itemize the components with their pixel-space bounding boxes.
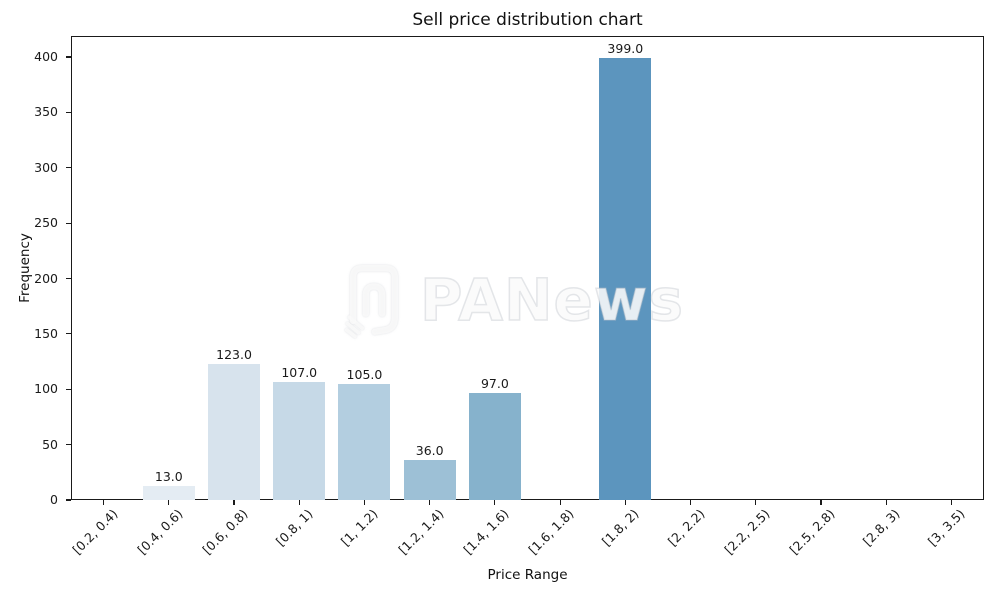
x-tick-mark	[624, 500, 626, 505]
bar-[0.8, 1)	[273, 381, 326, 500]
bar-[1.2, 1.4)	[403, 460, 456, 500]
y-tick-mark	[66, 333, 71, 335]
bar-[0.4, 0.6)	[142, 485, 195, 500]
x-axis-label: Price Range	[487, 567, 568, 583]
x-tick-mark	[233, 500, 235, 505]
bar-value-label: 13.0	[154, 468, 183, 484]
x-tick-mark	[429, 500, 431, 505]
bar-value-label: 107.0	[281, 364, 318, 380]
y-tick-label: 400	[34, 49, 58, 65]
x-tick-mark	[103, 500, 105, 505]
x-tick-mark	[168, 500, 170, 505]
y-tick-mark	[66, 222, 71, 224]
bar-value-label: 399.0	[607, 41, 644, 57]
y-tick-label: 200	[34, 270, 58, 286]
y-axis-label: Frequency	[17, 233, 33, 303]
y-tick-label: 150	[34, 325, 58, 341]
x-tick-mark	[559, 500, 561, 505]
x-tick-mark	[820, 500, 822, 505]
x-tick-mark	[689, 500, 692, 505]
y-tick-label: 0	[50, 492, 58, 507]
x-tick-mark	[755, 500, 757, 505]
y-tick-mark	[66, 499, 71, 501]
chart-title: Sell price distribution chart	[412, 10, 643, 30]
y-tick-label: 300	[34, 159, 58, 175]
x-tick-mark	[885, 500, 887, 505]
y-tick-mark	[66, 444, 71, 446]
bar-value-label: 36.0	[415, 443, 444, 459]
bar-value-label: 123.0	[216, 346, 252, 362]
y-tick-label: 350	[34, 104, 58, 120]
bar-[0.6, 0.8)	[208, 363, 261, 500]
y-tick-mark	[66, 56, 71, 58]
bar-[1.4, 1.6)	[468, 392, 521, 500]
y-tick-label: 50	[42, 436, 58, 452]
x-tick-mark	[298, 500, 300, 505]
bar-value-label: 105.0	[346, 366, 383, 382]
x-tick-mark	[950, 500, 952, 505]
y-tick-label: 250	[34, 215, 58, 231]
y-tick-mark	[66, 167, 71, 169]
bar-[1.8, 2)	[599, 58, 652, 500]
y-tick-mark	[66, 388, 71, 390]
y-tick-label: 100	[34, 381, 58, 397]
x-tick-mark	[363, 500, 366, 505]
bar-value-label: 97.0	[480, 375, 509, 391]
y-tick-mark	[66, 111, 71, 113]
y-tick-mark	[66, 277, 71, 280]
x-tick-mark	[494, 500, 496, 505]
bar-[1, 1.2)	[338, 383, 391, 500]
